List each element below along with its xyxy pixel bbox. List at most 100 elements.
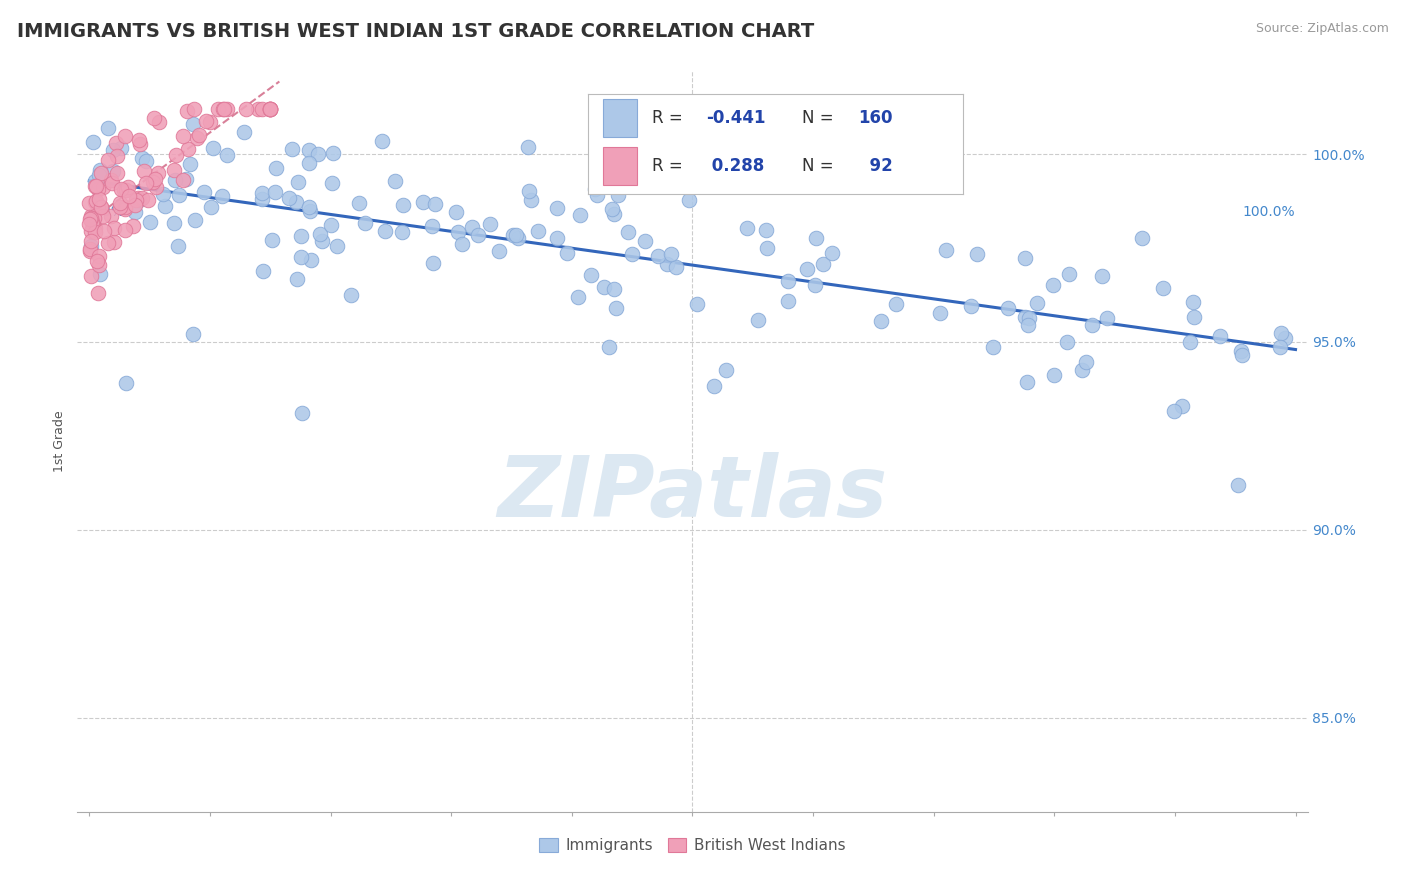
Point <box>184 213 207 227</box>
Point <box>127 191 149 205</box>
Point <box>506 231 529 245</box>
Point <box>124 204 146 219</box>
Point <box>86 181 108 195</box>
Point <box>181 117 204 131</box>
Point <box>128 133 150 147</box>
Point <box>250 192 273 206</box>
Point <box>444 205 467 219</box>
Point <box>1014 310 1036 324</box>
Point <box>82 219 104 234</box>
Point <box>246 102 269 116</box>
Point <box>505 228 527 243</box>
Point <box>259 102 281 116</box>
Point <box>177 142 200 156</box>
Point <box>1025 296 1047 310</box>
Point <box>259 102 281 116</box>
Point <box>79 211 101 226</box>
Point <box>107 149 129 163</box>
Point <box>84 178 107 193</box>
Point <box>93 224 115 238</box>
Point <box>678 193 700 207</box>
Point <box>101 163 124 178</box>
Point <box>981 340 1004 354</box>
Point <box>1014 251 1036 265</box>
Point <box>193 186 215 200</box>
Point <box>1230 343 1253 358</box>
Point <box>108 200 131 214</box>
Point <box>136 194 159 208</box>
Point <box>143 111 166 125</box>
Point <box>83 179 105 194</box>
Point <box>703 379 725 393</box>
Point <box>1152 280 1174 294</box>
Point <box>167 239 190 253</box>
Point <box>966 247 988 261</box>
Point <box>135 154 157 169</box>
Point <box>211 188 233 202</box>
Point <box>391 225 413 239</box>
Point <box>83 194 105 209</box>
Point <box>263 185 285 199</box>
Point <box>124 198 146 212</box>
Point <box>605 301 627 316</box>
Point <box>1056 335 1078 350</box>
Point <box>420 219 443 233</box>
Point <box>747 312 769 326</box>
Point <box>755 241 778 255</box>
Text: IMMIGRANTS VS BRITISH WEST INDIAN 1ST GRADE CORRELATION CHART: IMMIGRANTS VS BRITISH WEST INDIAN 1ST GR… <box>17 22 814 41</box>
Point <box>198 114 221 128</box>
Point <box>1230 348 1253 362</box>
Point <box>1270 326 1292 340</box>
Point <box>181 326 204 341</box>
Point <box>110 195 132 210</box>
Point <box>103 235 125 250</box>
Point <box>1130 230 1153 244</box>
Point <box>89 168 111 182</box>
Point <box>122 219 145 233</box>
Point <box>105 166 128 180</box>
Point <box>1274 331 1296 345</box>
Point <box>621 246 644 260</box>
Point <box>250 102 273 116</box>
Point <box>354 216 377 230</box>
Point <box>80 224 103 238</box>
Point <box>298 203 321 218</box>
Point <box>186 131 208 145</box>
Point <box>804 277 827 292</box>
Point <box>929 305 952 319</box>
Point <box>1042 368 1064 383</box>
Point <box>665 260 688 275</box>
Point <box>870 314 893 328</box>
Point <box>83 225 105 239</box>
Point <box>502 227 524 242</box>
Point <box>142 175 165 189</box>
Point <box>391 198 413 212</box>
Point <box>101 143 124 157</box>
Point <box>811 257 834 271</box>
Point <box>602 202 624 216</box>
Point <box>776 293 799 308</box>
Point <box>603 282 626 296</box>
Point <box>146 166 169 180</box>
Point <box>412 194 434 209</box>
Point <box>607 188 630 202</box>
Point <box>714 362 737 376</box>
Point <box>755 223 778 237</box>
Point <box>91 210 114 224</box>
Point <box>657 257 679 271</box>
Point <box>97 121 120 136</box>
Point <box>567 290 589 304</box>
Point <box>80 209 103 223</box>
Point <box>298 144 321 158</box>
Point <box>960 299 983 313</box>
Point <box>165 148 187 162</box>
Point <box>101 176 124 190</box>
Point <box>804 231 827 245</box>
Point <box>593 280 616 294</box>
Point <box>488 244 510 258</box>
Point <box>291 405 314 419</box>
Point <box>202 141 225 155</box>
Point <box>1071 363 1094 377</box>
Point <box>176 172 198 186</box>
Point <box>1163 404 1185 418</box>
